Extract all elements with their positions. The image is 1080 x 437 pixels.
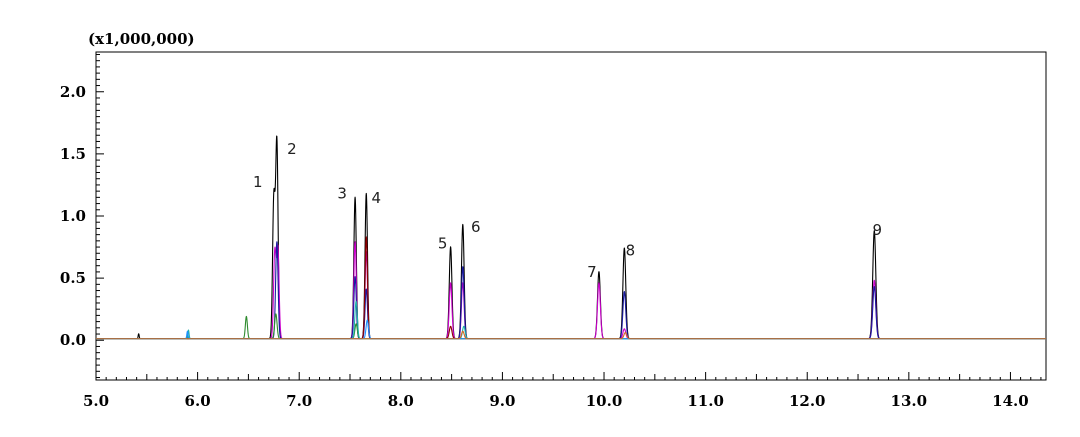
series-layer bbox=[95, 135, 1047, 340]
y-tick-label: 1.0 bbox=[60, 207, 86, 225]
y-tick-label: 0.5 bbox=[60, 269, 86, 287]
peak-label-1: 1 bbox=[253, 173, 263, 191]
x-tick-label: 6.0 bbox=[185, 392, 211, 410]
x-tick-label: 9.0 bbox=[489, 392, 515, 410]
series-line-5 bbox=[95, 313, 1047, 340]
peak-label-3: 3 bbox=[337, 185, 347, 203]
x-tick-label: 7.0 bbox=[286, 392, 312, 410]
y-tick-label: 0.0 bbox=[60, 331, 86, 349]
x-axis-ticks: 5.0 6.0 7.0 8.0 9.0 10.0 11.0 12.0 13.0 14.0 bbox=[83, 372, 1042, 410]
x-tick-label: 13.0 bbox=[891, 392, 928, 410]
x-tick-label: 14.0 bbox=[992, 392, 1029, 410]
y-scale-label: (x1,000,000) bbox=[88, 30, 195, 48]
peak-label-2: 2 bbox=[287, 140, 297, 158]
series-line-3 bbox=[95, 241, 1047, 340]
peak-label-8: 8 bbox=[626, 242, 636, 260]
x-tick-label: 5.0 bbox=[83, 392, 109, 410]
series-line-2 bbox=[95, 241, 1047, 340]
y-tick-label: 2.0 bbox=[60, 83, 86, 101]
series-line-6 bbox=[95, 300, 1047, 340]
peak-label-9: 9 bbox=[873, 221, 883, 239]
series-line-8 bbox=[95, 330, 1047, 340]
x-tick-label: 12.0 bbox=[789, 392, 826, 410]
series-line-1 bbox=[95, 135, 1047, 340]
y-axis-ticks: 0.0 0.5 1.0 1.5 2.0 bbox=[60, 53, 104, 379]
plot-border bbox=[95, 51, 1047, 381]
x-tick-label: 10.0 bbox=[586, 392, 623, 410]
peak-labels: 1 2 3 4 5 6 7 8 9 bbox=[253, 140, 882, 281]
series-line-4 bbox=[95, 236, 1047, 340]
x-tick-label: 8.0 bbox=[388, 392, 414, 410]
peak-label-4: 4 bbox=[371, 189, 381, 207]
y-tick-label: 1.5 bbox=[60, 145, 86, 163]
peak-label-6: 6 bbox=[471, 218, 481, 236]
plot-frame bbox=[95, 51, 1047, 381]
x-tick-label: 11.0 bbox=[687, 392, 724, 410]
peak-label-7: 7 bbox=[587, 263, 597, 281]
series-line-7 bbox=[95, 319, 1047, 340]
peak-label-5: 5 bbox=[438, 234, 448, 252]
